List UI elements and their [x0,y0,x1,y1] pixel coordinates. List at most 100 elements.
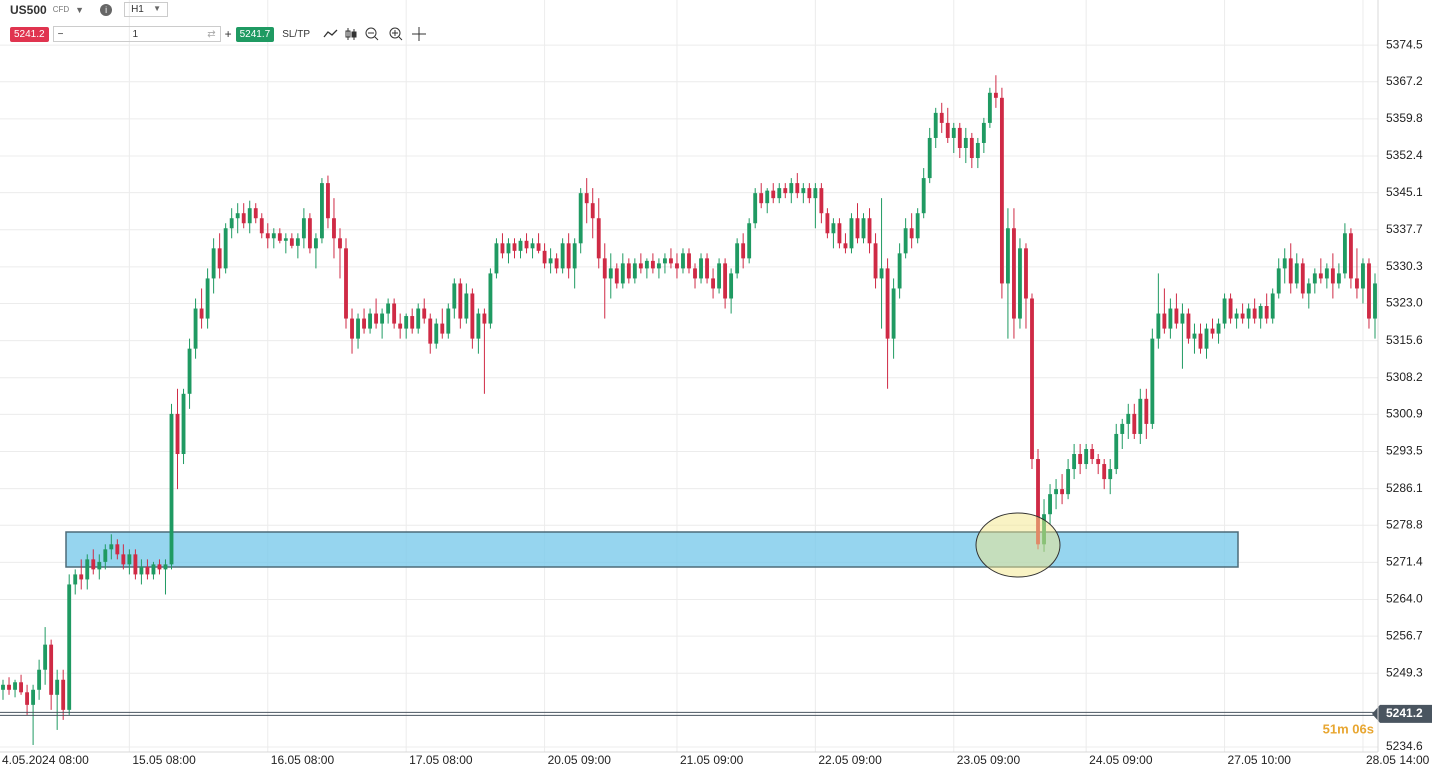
candle-body [374,313,379,324]
candle-body [717,263,722,289]
candle-body [1024,248,1028,299]
candle-body [608,268,613,279]
candle-body [1,684,5,690]
order-bar: 5241.2 −1 ⇄ + 5241.7 SL/TP [10,26,442,42]
candle-body [584,193,589,204]
move-tool[interactable] [412,27,426,41]
candle-body [1066,469,1071,495]
candle-tool[interactable] [345,28,357,40]
line-tool[interactable] [323,29,338,38]
candle-body [458,283,463,319]
y-tick-label: 5308.2 [1386,370,1423,384]
y-tick-label: 5345.1 [1386,185,1423,199]
candle-body [596,218,601,259]
buy-button[interactable]: 5241.7 [235,26,275,42]
candle-body [951,127,956,138]
candle-body [963,137,968,148]
candle-body [1102,464,1107,480]
candle-body [795,183,800,194]
candle-body [139,566,144,575]
candle-body [181,393,186,455]
candle-body [542,250,547,264]
candle-body [253,208,258,219]
candle-body [656,263,661,269]
candle-body [1361,263,1365,289]
candle-body [650,260,655,269]
candle-body [37,669,42,690]
candle-body [1150,338,1155,424]
y-tick-label: 5271.4 [1386,555,1423,569]
candle-body [476,313,481,339]
x-tick-label: 27.05 10:00 [1228,753,1292,767]
sltp-button[interactable]: SL/TP [282,28,310,40]
candle-body [1120,423,1125,434]
candle-body [1355,278,1359,289]
candle-body [368,313,372,329]
candle-body [386,303,391,314]
candle-body [283,238,288,241]
candle-body [891,288,896,339]
candle-body [277,233,282,241]
candle-body [536,243,541,251]
last-price-tag [1372,704,1432,723]
x-tick-label: 24.05 09:00 [1089,753,1153,767]
candle-body [199,308,204,319]
symbol[interactable]: US500 [10,2,47,17]
info-icon[interactable]: i [100,3,113,16]
symbol-bar: US500 CFD ▼ i H1 ▼ [10,2,169,17]
candle-body [25,692,30,705]
candle-body [350,318,354,339]
candle-body [1186,313,1191,339]
candle-body [326,183,330,219]
candle-body [849,218,854,249]
candle-body [1156,313,1161,339]
plus-button[interactable]: + [224,27,232,41]
candle-body [1318,273,1323,279]
timeframe-select[interactable]: H1 ▼ [124,2,169,17]
candle-body [1072,454,1077,470]
candle-body [73,574,78,585]
candle-body [765,190,770,204]
candle-body [193,308,198,349]
candle-body [1324,268,1329,279]
dropdown-arrow[interactable]: ▼ [75,4,85,15]
zoom-out[interactable] [365,27,379,41]
candle-body [1336,273,1341,284]
candle-body [271,233,276,239]
candle-body [1126,413,1131,424]
candle-body [626,263,631,279]
candle-body [602,258,607,279]
zoom-in[interactable] [389,27,403,41]
candle-body [1018,248,1022,319]
candle-body [771,190,776,199]
candle-body [97,561,102,570]
candle-body [681,253,685,269]
candle-body [1306,283,1311,294]
y-tick-label: 5300.9 [1386,407,1423,421]
candle-body [338,238,342,249]
quantity-input[interactable]: −1 ⇄ [52,26,221,42]
y-tick-label: 5278.8 [1386,517,1423,531]
candle-body [1258,306,1263,319]
candle-body [1108,469,1113,480]
candle-body [843,243,848,249]
candle-body [1288,258,1293,284]
candle-body [187,348,192,394]
candle-body [873,243,878,279]
candle-body [506,243,511,254]
candle-body [85,559,90,580]
sell-button[interactable]: 5241.2 [10,26,49,42]
candle-body [915,213,920,239]
candle-body [133,554,138,575]
y-tick-label: 5323.0 [1386,296,1423,310]
candle-body [410,316,415,329]
candle-body [1330,268,1335,284]
y-tick-label: 5286.1 [1386,481,1423,495]
candle-body [969,137,974,159]
candle-body [1168,308,1173,329]
candle-body [265,233,270,239]
x-tick-label: 4.05.2024 08:00 [2,753,89,767]
last-price-label: 5241.2 [1386,706,1423,720]
candle-body [67,584,72,710]
candle-body [19,682,23,693]
